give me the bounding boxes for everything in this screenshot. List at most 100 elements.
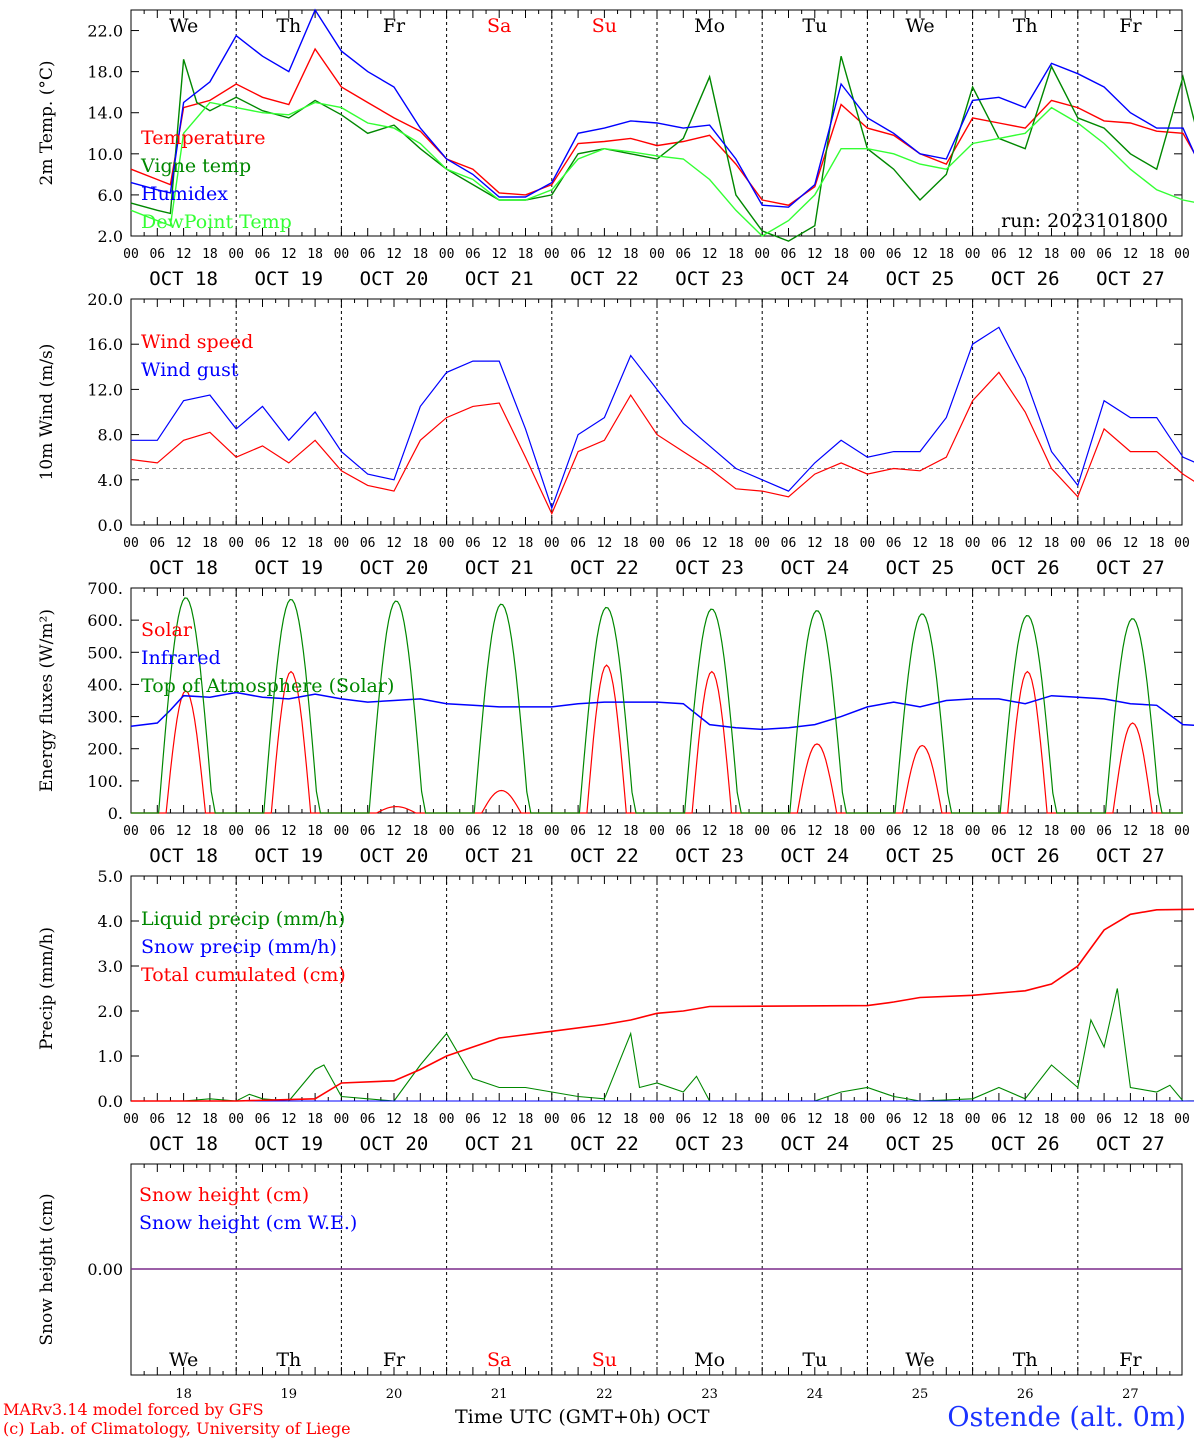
date-label: OCT 25	[886, 268, 955, 290]
hour-tick-label: 18	[1149, 247, 1165, 262]
series-line-infrared	[130, 691, 1194, 731]
date-label: OCT 27	[1096, 268, 1165, 290]
date-label: OCT 25	[886, 1133, 955, 1155]
hour-tick-label: 12	[912, 536, 928, 551]
hour-tick-label: 06	[1096, 536, 1112, 551]
hour-tick-label: 00	[544, 247, 560, 262]
y-tick-label: 18.0	[87, 63, 123, 82]
date-label: OCT 27	[1096, 1133, 1165, 1155]
hour-tick-label: 06	[675, 247, 691, 262]
hour-tick-label: 06	[1096, 247, 1112, 262]
date-label: OCT 18	[149, 268, 218, 290]
run-annotation: run: 2023101800	[1001, 210, 1168, 232]
hour-tick-label: 12	[702, 247, 718, 262]
weekday-label: Sa	[487, 1349, 511, 1371]
date-label: OCT 23	[675, 1133, 744, 1155]
legend-solar: Solar	[141, 619, 193, 641]
hour-tick-label: 06	[675, 1112, 691, 1127]
day-number-label: 18	[175, 1387, 192, 1402]
y-axis-label: 2m Temp. (°C)	[37, 60, 57, 185]
date-label: OCT 21	[465, 1133, 534, 1155]
hour-tick-label: 00	[1070, 824, 1086, 839]
date-label: OCT 26	[991, 268, 1060, 290]
hour-tick-label: 06	[360, 1112, 376, 1127]
date-label: OCT 20	[360, 557, 429, 579]
hour-tick-label: 06	[886, 824, 902, 839]
hour-tick-label: 18	[412, 247, 428, 262]
hour-tick-label: 12	[491, 1112, 507, 1127]
y-tick-label: 0.0	[98, 516, 123, 535]
hour-tick-label: 06	[991, 536, 1007, 551]
hour-tick-label: 12	[176, 1112, 192, 1127]
hour-tick-label: 12	[176, 536, 192, 551]
hour-tick-label: 06	[781, 536, 797, 551]
hour-tick-label: 00	[334, 1112, 350, 1127]
hour-tick-label: 00	[1174, 247, 1190, 262]
hour-tick-label: 00	[228, 247, 244, 262]
weekday-label: Fr	[1119, 1349, 1142, 1371]
hour-tick-label: 06	[1096, 824, 1112, 839]
series-line-liquid-precip-mm-h-	[131, 988, 1194, 1102]
hour-tick-label: 18	[833, 824, 849, 839]
hour-tick-label: 00	[228, 536, 244, 551]
hour-tick-label: 12	[702, 536, 718, 551]
date-label: OCT 19	[254, 268, 323, 290]
hour-tick-label: 06	[886, 536, 902, 551]
hour-tick-label: 00	[1070, 1112, 1086, 1127]
hour-tick-label: 06	[465, 536, 481, 551]
date-label: OCT 21	[465, 845, 534, 867]
date-label: OCT 19	[254, 557, 323, 579]
hour-tick-label: 12	[281, 824, 297, 839]
hour-tick-label: 00	[439, 1112, 455, 1127]
hour-tick-label: 00	[228, 1112, 244, 1127]
series-line-humidex	[130, 8, 1194, 208]
legend-snow-height-cm-w-e-: Snow height (cm W.E.)	[139, 1212, 357, 1234]
hour-tick-label: 00	[123, 1112, 139, 1127]
y-tick-label: 400.	[87, 675, 123, 694]
hour-tick-label: 18	[728, 824, 744, 839]
weekday-label: Th	[1013, 1349, 1038, 1371]
hour-tick-label: 06	[1096, 1112, 1112, 1127]
hour-tick-label: 18	[202, 247, 218, 262]
hour-tick-label: 12	[281, 247, 297, 262]
hour-tick-label: 06	[781, 1112, 797, 1127]
y-tick-label: 100.	[87, 772, 123, 791]
hour-tick-label: 12	[807, 536, 823, 551]
hour-tick-label: 12	[491, 536, 507, 551]
legend-vigne-temp: Vigne temp	[140, 155, 251, 177]
weekday-label: Th	[276, 1349, 301, 1371]
hour-tick-label: 12	[1017, 536, 1033, 551]
hour-tick-label: 18	[833, 536, 849, 551]
y-tick-label: 3.0	[98, 957, 123, 976]
hour-tick-label: 06	[360, 247, 376, 262]
hour-tick-label: 12	[386, 1112, 402, 1127]
hour-tick-label: 18	[728, 536, 744, 551]
y-tick-label: 5.0	[98, 867, 123, 886]
hour-tick-label: 18	[1149, 1112, 1165, 1127]
hour-tick-label: 00	[965, 1112, 981, 1127]
date-label: OCT 27	[1096, 557, 1165, 579]
hour-tick-label: 18	[1149, 824, 1165, 839]
date-label: OCT 23	[675, 845, 744, 867]
weekday-label: Th	[276, 15, 301, 37]
hour-tick-label: 06	[255, 1112, 271, 1127]
hour-tick-label: 18	[1149, 536, 1165, 551]
hour-tick-label: 18	[1044, 824, 1060, 839]
weekday-label: We	[169, 1349, 198, 1371]
hour-tick-label: 06	[886, 1112, 902, 1127]
hour-tick-label: 12	[912, 1112, 928, 1127]
hour-tick-label: 06	[255, 247, 271, 262]
date-label: OCT 21	[465, 557, 534, 579]
day-number-label: 26	[1017, 1387, 1034, 1402]
hour-tick-label: 12	[807, 1112, 823, 1127]
hour-tick-label: 06	[149, 1112, 165, 1127]
day-number-label: 22	[596, 1387, 613, 1402]
hour-tick-label: 00	[754, 824, 770, 839]
y-axis-label: Energy fluxes (W/m²)	[37, 609, 57, 792]
y-tick-label: 22.0	[87, 22, 123, 41]
y-tick-label: 8.0	[98, 426, 123, 445]
x-axis-title: Time UTC (GMT+0h) OCT	[455, 1406, 710, 1428]
lab-credit: (c) Lab. of Climatology, University of L…	[3, 1419, 351, 1438]
legend-total-cumulated-cm-: Total cumulated (cm)	[141, 964, 346, 986]
hour-tick-label: 12	[1123, 824, 1139, 839]
